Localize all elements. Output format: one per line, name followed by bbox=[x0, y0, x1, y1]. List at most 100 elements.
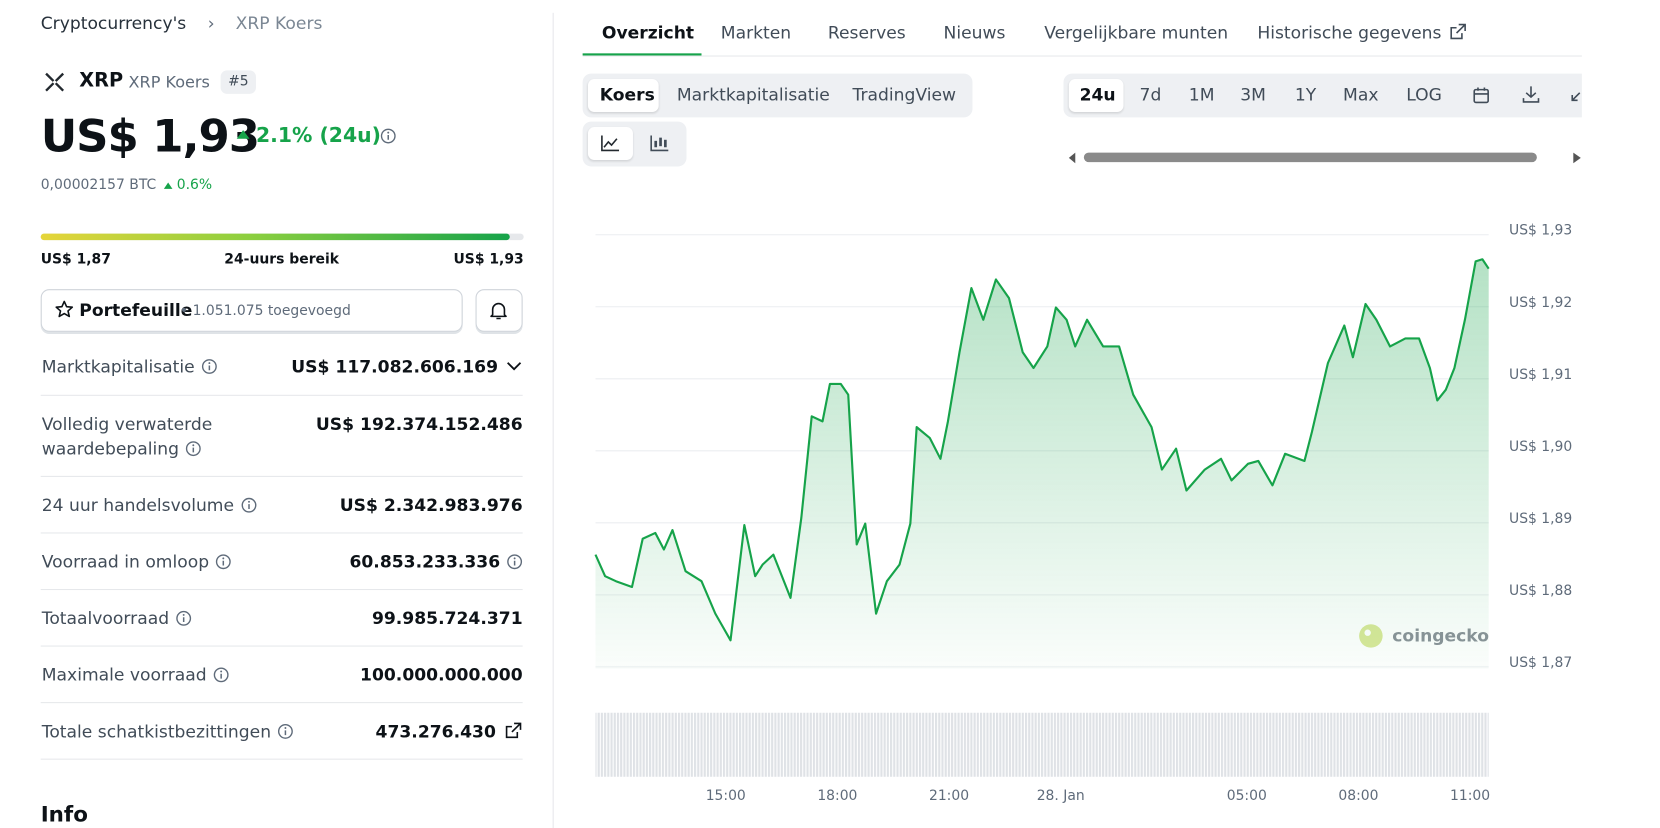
stat-value: US$ 2.342.983.976 bbox=[339, 495, 523, 516]
external-link-icon bbox=[1450, 23, 1466, 40]
separator bbox=[40, 532, 523, 534]
coin-rank: #5 bbox=[220, 70, 257, 94]
range-label: 24-uurs bereik bbox=[224, 251, 340, 268]
info-icon[interactable] bbox=[277, 723, 293, 739]
icon bbox=[271, 721, 293, 741]
range-button[interactable]: Max bbox=[1343, 84, 1379, 105]
tab[interactable]: Nieuws bbox=[943, 22, 1006, 43]
separator bbox=[40, 645, 523, 647]
breadcrumb-current: XRP Koers bbox=[235, 12, 323, 34]
range-low: US$ 1,87 bbox=[40, 251, 111, 268]
info-icon[interactable] bbox=[216, 554, 232, 570]
y-tick-label: US$ 1,88 bbox=[1509, 583, 1572, 599]
chevron-icon[interactable] bbox=[506, 360, 523, 373]
tab[interactable]: Markten bbox=[720, 22, 792, 43]
x-tick-label: 11:00 bbox=[1450, 788, 1490, 804]
expand-button[interactable] bbox=[1570, 87, 1582, 103]
range-button[interactable]: 1M bbox=[1188, 84, 1215, 105]
separator bbox=[40, 588, 523, 591]
tab[interactable]: Historische gegevens bbox=[1257, 20, 1467, 46]
stat-value: 473.276.430 bbox=[376, 719, 523, 744]
tab[interactable]: Overzicht bbox=[601, 22, 695, 43]
download-button[interactable] bbox=[1522, 85, 1540, 103]
icon bbox=[1441, 22, 1467, 42]
range-button[interactable]: 7d bbox=[1139, 84, 1162, 105]
range-button[interactable]: LOG bbox=[1406, 84, 1442, 105]
breadcrumb-separator: › bbox=[207, 12, 215, 34]
stat-value: US$ 117.082.606.169 bbox=[291, 354, 522, 379]
info-icon[interactable] bbox=[240, 497, 256, 513]
bell-icon bbox=[490, 302, 507, 320]
coin-symbol: XRP bbox=[79, 69, 124, 92]
price-line bbox=[594, 258, 1490, 642]
divider bbox=[552, 12, 554, 828]
range-high: US$ 1,93 bbox=[453, 251, 524, 268]
stat-label: Maximale voorraad bbox=[42, 663, 229, 688]
btc-change: 0.6% bbox=[176, 177, 213, 194]
info-heading: Info bbox=[40, 801, 88, 827]
stat-value: 60.853.233.336 bbox=[349, 550, 523, 575]
range-button[interactable]: 24u bbox=[1079, 84, 1116, 105]
x-tick-label: 15:00 bbox=[706, 788, 746, 804]
portfolio-count: • 1.051.075 toegevoegd bbox=[179, 303, 351, 320]
volume-bars bbox=[595, 712, 1489, 777]
info-icon[interactable] bbox=[507, 554, 523, 570]
separator bbox=[40, 394, 523, 396]
info-icon[interactable] bbox=[201, 359, 217, 375]
range-group bbox=[1063, 73, 1582, 118]
portfolio-label: Portefeuille bbox=[79, 299, 193, 321]
x-tick-label: 18:00 bbox=[817, 788, 857, 804]
y-tick-label: US$ 1,93 bbox=[1509, 223, 1572, 239]
btc-price: 0,00002157 BTC bbox=[40, 177, 157, 194]
icon bbox=[209, 552, 231, 572]
range-button[interactable]: 1Y bbox=[1294, 84, 1317, 105]
tab-baseline bbox=[582, 55, 1582, 57]
info-icon[interactable] bbox=[213, 667, 229, 683]
star-icon bbox=[55, 300, 74, 318]
breadcrumb-link[interactable]: Cryptocurrency's bbox=[40, 12, 187, 34]
stat-label: Voorraad in omloop bbox=[42, 550, 232, 575]
stat-label: Volledig verwaterde waardebepaling bbox=[41, 413, 213, 459]
price: US$ 1,93 bbox=[40, 109, 260, 163]
candle-chart-button[interactable] bbox=[650, 134, 669, 152]
y-tick-label: US$ 1,90 bbox=[1509, 439, 1572, 455]
y-tick-label: US$ 1,92 bbox=[1509, 295, 1572, 311]
external-link-icon[interactable] bbox=[504, 721, 522, 739]
icon bbox=[207, 665, 229, 685]
x-tick-label: 21:00 bbox=[929, 788, 969, 804]
icon bbox=[169, 608, 191, 628]
chart-scrollbar[interactable] bbox=[1067, 150, 1583, 165]
icon bbox=[234, 495, 256, 515]
tab[interactable]: Vergelijkbare munten bbox=[1044, 22, 1229, 43]
portfolio-button[interactable] bbox=[40, 289, 463, 332]
range-fill bbox=[40, 233, 510, 241]
stat-value: 99.985.724.371 bbox=[371, 608, 523, 629]
line-chart-button[interactable] bbox=[601, 134, 620, 152]
separator bbox=[40, 758, 523, 760]
x-tick-label: 28. Jan bbox=[1037, 788, 1085, 804]
up-arrow bbox=[236, 130, 250, 139]
icon bbox=[500, 552, 523, 572]
icon bbox=[195, 356, 217, 376]
alert-button[interactable] bbox=[475, 289, 523, 332]
up-arrow bbox=[163, 182, 173, 189]
range-button[interactable]: 3M bbox=[1240, 84, 1266, 105]
info-icon[interactable] bbox=[175, 610, 191, 626]
y-tick-label: US$ 1,87 bbox=[1509, 655, 1572, 671]
x-tick-label: 08:00 bbox=[1338, 788, 1378, 804]
stat-label: Marktkapitalisatie bbox=[42, 354, 217, 379]
chart-mode-button[interactable]: TradingView bbox=[852, 84, 957, 105]
info-icon[interactable] bbox=[185, 441, 201, 457]
coin-name: XRP Koers bbox=[128, 72, 210, 92]
chart-mode-button[interactable]: Koers bbox=[599, 84, 655, 105]
calendar-button[interactable] bbox=[1473, 86, 1490, 104]
chart-mode-button[interactable]: Marktkapitalisatie bbox=[676, 84, 830, 105]
range-active bbox=[1068, 78, 1124, 113]
price-change: 2.1% (24u) bbox=[255, 123, 381, 148]
info-icon[interactable] bbox=[380, 128, 396, 144]
stat-label: Totale schatkistbezittingen bbox=[42, 719, 294, 744]
tab[interactable]: Reserves bbox=[827, 22, 906, 43]
icon bbox=[496, 721, 523, 741]
